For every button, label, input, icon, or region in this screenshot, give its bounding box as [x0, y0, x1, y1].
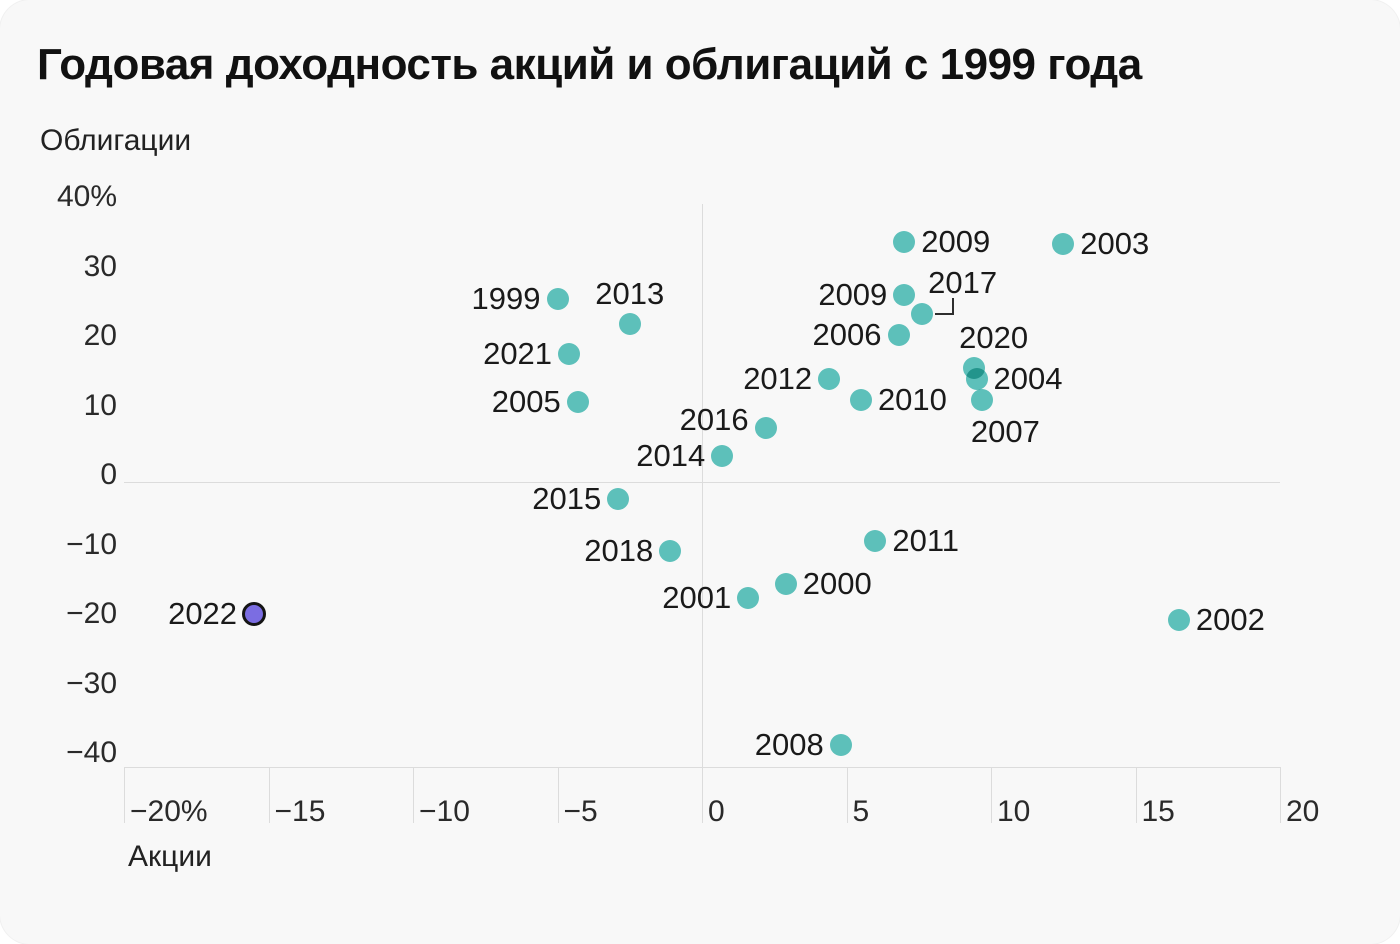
- x-tick-line: [846, 767, 848, 823]
- point-label-2016: 2016: [679, 401, 749, 437]
- x-tick-line: [991, 767, 992, 823]
- data-point-2000: [774, 573, 797, 596]
- data-point-2002: [1167, 609, 1190, 632]
- y-tick-label: −20: [66, 597, 117, 630]
- point-label-2003: 2003: [1080, 226, 1150, 262]
- x-tick-line: [413, 767, 414, 823]
- point-label-2017: 2017: [928, 264, 998, 300]
- data-point-2016: [754, 416, 777, 439]
- point-label-2008: 2008: [754, 726, 824, 762]
- point-label-2006: 2006: [812, 316, 882, 352]
- y-tick-label: 20: [83, 319, 117, 352]
- y-tick-label: 40%: [56, 180, 117, 213]
- x-tick-label: 0: [708, 795, 725, 828]
- data-point-1999: [546, 288, 569, 311]
- x-tick-line: [1135, 767, 1137, 823]
- point-label-2021: 2021: [483, 336, 553, 372]
- data-point-2001: [737, 587, 760, 610]
- point-label-2007: 2007: [970, 413, 1040, 449]
- y-tick-label: −30: [66, 666, 117, 700]
- point-label-2000: 2000: [802, 566, 872, 602]
- data-point-2012: [818, 368, 841, 391]
- y-tick-label: 30: [83, 249, 117, 283]
- x-tick-label: −5: [563, 795, 598, 828]
- data-point-2017: [910, 302, 933, 325]
- data-point-2009: [893, 284, 916, 307]
- y-tick-label: −10: [66, 527, 117, 561]
- data-point-2011: [864, 530, 887, 553]
- data-point-2013: [618, 313, 641, 336]
- chart-title: Годовая доходность акций и облигаций с 1…: [37, 40, 1142, 89]
- data-point-2008: [829, 733, 852, 756]
- x-tick-line: [702, 767, 703, 823]
- zero-vertical-gridline: [702, 204, 703, 767]
- x-tick-label: 5: [852, 795, 870, 828]
- point-label-2002: 2002: [1195, 602, 1265, 638]
- point-label-2001: 2001: [662, 580, 732, 616]
- point-label-2011: 2011: [892, 523, 960, 559]
- point-label-2013: 2013: [595, 276, 665, 312]
- point-label-2009: 2009: [818, 277, 888, 313]
- x-tick-label: 20: [1286, 795, 1320, 828]
- point-label-2022: 2022: [168, 596, 238, 632]
- x-tick-label: 15: [1141, 795, 1175, 828]
- point-label-2010: 2010: [877, 381, 947, 417]
- x-tick-line: [557, 767, 559, 823]
- data-point-2018: [659, 539, 682, 562]
- point-label-2005: 2005: [491, 384, 561, 420]
- y-axis-title: Облигации: [40, 124, 192, 157]
- data-point-2009: [893, 231, 916, 254]
- x-tick-label: −15: [274, 795, 326, 828]
- x-tick-label: 10: [997, 795, 1031, 828]
- x-tick-line: [1280, 767, 1281, 823]
- y-tick-label: −40: [66, 736, 117, 769]
- data-point-2003: [1052, 233, 1075, 256]
- zero-horizontal-gridline: [124, 482, 1280, 483]
- data-point-2005: [566, 391, 589, 414]
- x-tick-line: [268, 767, 270, 823]
- data-point-2006: [887, 323, 910, 346]
- callout-line-2017: [934, 312, 954, 315]
- point-label-2009: 2009: [921, 224, 991, 260]
- data-point-2022-highlight: [242, 602, 267, 627]
- x-tick-label: −10: [419, 795, 470, 828]
- y-tick-label: 0: [100, 458, 117, 491]
- point-label-1999: 1999: [471, 281, 541, 317]
- data-point-2010: [849, 388, 872, 411]
- point-label-2015: 2015: [532, 480, 602, 516]
- y-tick-label: 10: [83, 388, 117, 422]
- data-point-2020: [962, 357, 985, 380]
- data-point-2015: [607, 487, 630, 510]
- x-tick-line: [124, 767, 125, 823]
- point-label-2004: 2004: [993, 361, 1063, 397]
- plot-area: −20% −15 −10 −5 0 5 10 15 20 40% 30 20 10 0 −10 −20 −30…: [57, 180, 1319, 828]
- x-axis-title: Акции: [128, 840, 212, 873]
- point-label-2018: 2018: [584, 532, 654, 568]
- data-point-2021: [558, 343, 581, 366]
- callout-line-2017: [951, 297, 954, 315]
- x-tick-label: −20%: [130, 795, 208, 828]
- point-label-2012: 2012: [743, 361, 813, 397]
- point-label-2014: 2014: [636, 438, 706, 474]
- data-point-2014: [711, 445, 734, 468]
- point-label-2020: 2020: [959, 320, 1029, 356]
- data-point-2007: [971, 388, 994, 411]
